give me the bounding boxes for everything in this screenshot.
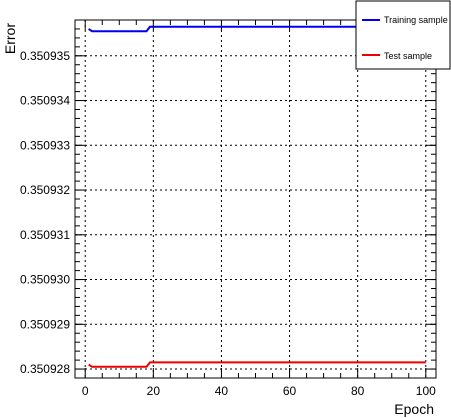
legend-label-training: Training sample xyxy=(384,15,448,25)
y-tick-label: 0.350931 xyxy=(20,228,70,242)
y-tick-label: 0.350935 xyxy=(20,49,70,63)
plot-frame xyxy=(74,19,437,379)
x-axis-title: Epoch xyxy=(394,401,434,417)
grid xyxy=(75,20,436,378)
x-tick-label: 60 xyxy=(283,384,297,398)
x-tick-label: 20 xyxy=(147,384,161,398)
x-tick-label: 100 xyxy=(416,384,436,398)
x-tick-label: 0 xyxy=(82,384,89,398)
y-tick-label: 0.350929 xyxy=(20,317,70,331)
y-axis-title: Error xyxy=(2,23,18,54)
y-tick-label: 0.350930 xyxy=(20,273,70,287)
y-tick-label: 0.350928 xyxy=(20,362,70,376)
tick-labels: 0 20 40 60 80 100 0.350928 0.350929 0.350930 0.35… xyxy=(20,49,436,398)
y-tick-label: 0.350934 xyxy=(20,94,70,108)
y-tick-label: 0.350933 xyxy=(20,138,70,152)
legend-box xyxy=(355,0,451,70)
test-sample-line xyxy=(88,361,426,368)
legend: Training sample Test sample xyxy=(355,0,451,70)
training-sample-line xyxy=(88,25,426,33)
y-tick-label: 0.350932 xyxy=(20,183,70,197)
legend-label-test: Test sample xyxy=(384,51,432,61)
x-tick-label: 80 xyxy=(351,384,365,398)
axis-ticks xyxy=(75,19,436,379)
series-lines xyxy=(88,25,426,368)
x-tick-label: 40 xyxy=(215,384,229,398)
